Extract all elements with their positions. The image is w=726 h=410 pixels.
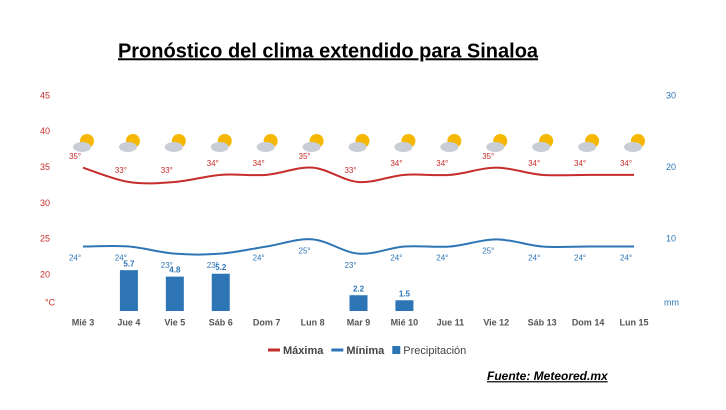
x-tick-label: Mié 10	[391, 317, 419, 327]
data-label: 2.2	[353, 284, 365, 293]
icon-cloud	[486, 142, 505, 152]
bar	[211, 273, 230, 311]
icon-cloud	[256, 142, 275, 152]
weather-icon	[486, 134, 508, 152]
data-label: 35°	[69, 152, 81, 161]
data-label: 24°	[69, 254, 81, 263]
icon-cloud	[302, 142, 321, 152]
weather-icon	[210, 134, 232, 152]
x-tick-label: Lun 8	[301, 317, 325, 327]
icon-cloud	[73, 142, 91, 152]
icon-cloud	[440, 142, 459, 152]
x-tick-label: Jue 11	[437, 317, 465, 327]
line	[82, 166, 634, 185]
weather-icon	[440, 134, 462, 152]
weather-icon	[348, 134, 370, 152]
y-tick-label: 35	[40, 162, 50, 172]
x-tick-label: Vie 5	[164, 317, 185, 327]
bar	[119, 270, 138, 311]
x-tick-label: Sáb 6	[209, 317, 233, 327]
y2-axis-label: mm	[664, 297, 679, 307]
x-tick-label: Dom 7	[253, 317, 281, 327]
data-label: 23°	[344, 261, 356, 270]
weather-icon	[578, 134, 600, 152]
data-label: 35°	[482, 152, 494, 161]
weather-icon	[118, 134, 140, 152]
weather-icon	[164, 134, 186, 152]
icon-cloud	[532, 142, 551, 152]
bar	[395, 300, 414, 311]
legend-label: Precipitación	[403, 345, 466, 357]
data-label: 34°	[528, 159, 540, 168]
data-label: 24°	[574, 254, 586, 263]
data-label: 23°	[161, 261, 173, 270]
legend-label: Mínima	[346, 345, 385, 357]
data-label: 34°	[253, 159, 265, 168]
x-tick-label: Vie 12	[483, 317, 509, 327]
weather-icon	[532, 134, 554, 152]
data-label: 34°	[207, 159, 219, 168]
data-label: 23°	[207, 261, 219, 270]
icon-cloud	[394, 142, 413, 152]
data-label: 33°	[161, 166, 173, 175]
bar	[165, 276, 184, 311]
y-axis-label: °C	[45, 297, 56, 307]
data-label: 35°	[299, 152, 311, 161]
y2-tick-label: 10	[666, 234, 676, 244]
data-label: 24°	[528, 254, 540, 263]
data-label: 5.7	[123, 259, 135, 268]
y-tick-label: 40	[40, 126, 50, 136]
y-tick-label: 45	[40, 90, 50, 100]
data-label: 4.8	[169, 266, 181, 275]
line	[82, 238, 634, 256]
legend-label: Máxima	[283, 345, 324, 357]
x-tick-label: Mar 9	[347, 317, 371, 327]
icon-cloud	[348, 142, 367, 152]
data-label: 34°	[436, 159, 448, 168]
y-tick-label: 30	[40, 198, 50, 208]
weather-icon	[394, 134, 416, 152]
data-label: 24°	[436, 254, 448, 263]
icon-cloud	[164, 142, 183, 152]
source: Fuente: Meteored.mx	[487, 369, 609, 383]
x-tick-label: Lun 15	[619, 317, 648, 327]
data-label: 25°	[482, 246, 494, 255]
x-tick-label: Mié 3	[72, 317, 95, 327]
data-label: 24°	[253, 254, 265, 263]
x-tick-label: Sáb 13	[528, 317, 557, 327]
legend-swatch	[392, 346, 401, 354]
weather-icon	[302, 134, 324, 152]
data-label: 24°	[115, 254, 127, 263]
data-label: 34°	[620, 159, 632, 168]
weather-icon	[73, 134, 94, 152]
data-label: 33°	[344, 166, 356, 175]
icon-cloud	[118, 142, 137, 152]
y-tick-label: 25	[40, 234, 50, 244]
data-label: 24°	[390, 254, 402, 263]
weather-icon	[256, 134, 278, 152]
icon-cloud	[624, 142, 642, 152]
weather-icon	[624, 134, 645, 152]
data-label: 33°	[115, 166, 127, 175]
icon-cloud	[210, 142, 229, 152]
data-label: 5.2	[215, 263, 227, 272]
x-tick-label: Dom 14	[572, 317, 605, 327]
icon-cloud	[578, 142, 597, 152]
y-tick-label: 20	[40, 270, 50, 280]
bar	[349, 295, 368, 311]
data-label: 34°	[390, 159, 402, 168]
y2-tick-label: 30	[666, 90, 676, 100]
y2-tick-label: 20	[666, 162, 676, 172]
data-label: 34°	[574, 159, 586, 168]
data-label: 1.5	[399, 289, 411, 298]
data-label: 24°	[620, 254, 632, 263]
x-tick-label: Jue 4	[117, 317, 140, 327]
data-label: 25°	[299, 246, 311, 255]
chart-title: Pronóstico del clima extendido para Sina…	[118, 40, 539, 62]
